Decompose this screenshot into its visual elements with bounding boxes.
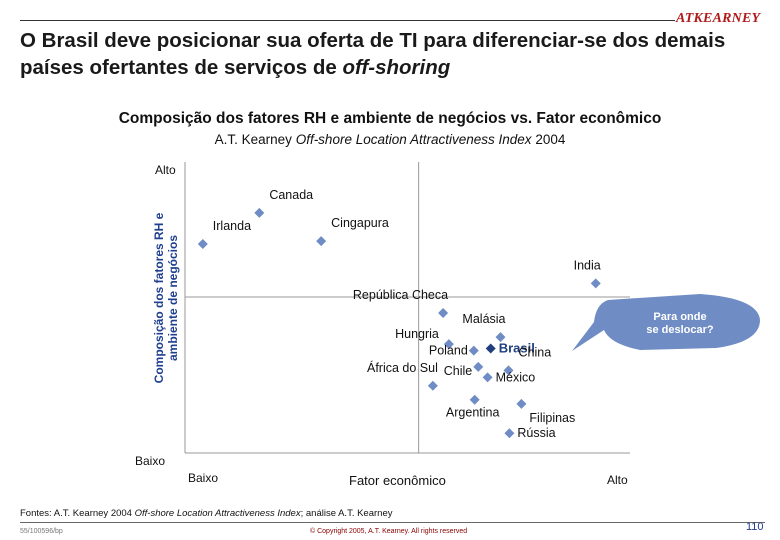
point-china: [503, 365, 514, 376]
source-note: Fontes: A.T. Kearney 2004 Off-shore Loca…: [20, 508, 392, 519]
source-index: Off-shore Location Attractiveness Index: [134, 508, 301, 519]
chart-subtitle-prefix: A.T. Kearney: [214, 132, 296, 147]
document-id: 55/100596/bp: [20, 528, 63, 535]
copyright-notice: © Copyright 2005, A.T. Kearney. All righ…: [310, 528, 468, 535]
point-label: República Checa: [353, 288, 448, 302]
point-irlanda: [197, 239, 208, 250]
point-brasil: [485, 343, 496, 354]
point-label: Chile: [444, 364, 473, 378]
header-rule: [20, 20, 675, 21]
x-axis-high-label: Alto: [607, 473, 628, 487]
point-label: Filipinas: [529, 411, 575, 425]
point-label: Brasil: [499, 341, 535, 356]
point-canada: [254, 207, 265, 218]
y-axis-high-label: Alto: [155, 163, 176, 177]
point-label: Argentina: [446, 406, 500, 420]
point-argentina: [469, 394, 480, 405]
x-axis-low-label: Baixo: [188, 471, 218, 485]
source-suffix: ; análise A.T. Kearney: [300, 508, 393, 519]
callout-text-line2: se deslocar?: [646, 324, 714, 336]
page-title-emphasis: off-shoring: [342, 56, 451, 79]
callout-shape: [572, 294, 760, 351]
point-rep-blica-checa: [438, 308, 449, 319]
chart-subtitle: A.T. Kearney Off-shore Location Attracti…: [0, 132, 780, 147]
point-m-xico: [482, 372, 493, 383]
point-poland: [468, 345, 479, 356]
point-label: Cingapura: [331, 216, 389, 230]
chart-title: Composição dos fatores RH e ambiente de …: [118, 110, 662, 127]
point-label: África do Sul: [367, 360, 438, 375]
point--frica-do-sul: [427, 380, 438, 391]
x-axis-title: Fator econômico: [349, 473, 446, 488]
point-label: Irlanda: [213, 219, 251, 233]
point-label: México: [496, 370, 536, 384]
kearney-logo: ATKEARNEY: [676, 11, 761, 26]
point-r-ssia: [504, 428, 515, 439]
point-india: [590, 278, 601, 289]
page-number: 110: [746, 521, 764, 533]
point-label: Canada: [269, 188, 313, 202]
point-hungria: [443, 339, 454, 350]
point-label: China: [519, 345, 552, 359]
page-title-text: O Brasil deve posicionar sua oferta de T…: [20, 29, 726, 79]
point-label: Rússia: [517, 426, 555, 440]
chart-subtitle-year: 2004: [531, 132, 566, 147]
point-cingapura: [316, 236, 327, 247]
data-labels: Canada Irlanda Cingapura India República Che…: [213, 188, 601, 440]
source-prefix: Fontes: A.T. Kearney 2004: [20, 508, 135, 519]
point-label: Malásia: [462, 312, 505, 326]
point-chile: [473, 361, 484, 372]
point-label: Hungria: [395, 327, 439, 341]
callout-bubble: Para onde se deslocar?: [572, 294, 760, 351]
point-label: Poland: [429, 344, 468, 358]
callout-text-line1: Para onde: [653, 311, 706, 323]
point-filipinas: [516, 398, 527, 409]
y-axis-low-label: Baixo: [135, 454, 165, 468]
y-axis-title-line1: Composição dos fatores RH e: [152, 212, 166, 383]
page-title: O Brasil deve posicionar sua oferta de T…: [20, 27, 770, 81]
point-label: India: [574, 258, 601, 272]
chart-subtitle-index: Off-shore Location Attractiveness Index: [295, 132, 532, 147]
y-axis-title-line2: ambiente de negócios: [166, 235, 180, 361]
y-axis-title: Composição dos fatores RH e ambiente de …: [152, 212, 180, 383]
chart-axes: [184, 162, 630, 454]
data-points: [197, 207, 601, 439]
footer-rule: [20, 522, 765, 523]
point-mal-sia: [495, 332, 506, 343]
